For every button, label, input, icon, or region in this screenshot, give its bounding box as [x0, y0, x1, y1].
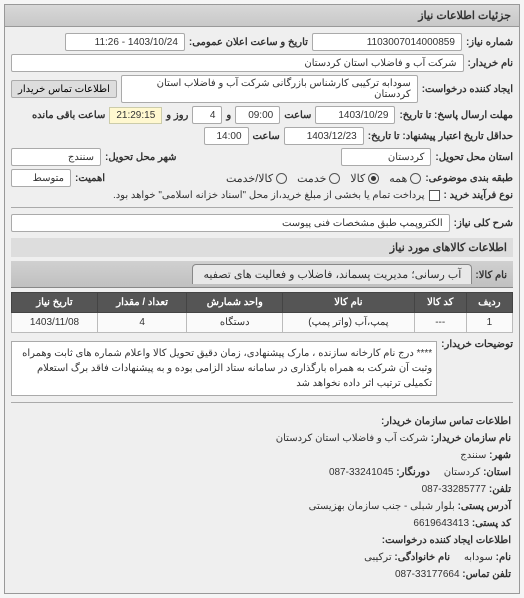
addr-label: آدرس پستی: — [458, 501, 511, 512]
validity-time: 14:00 — [204, 127, 249, 145]
td-qty: 4 — [97, 313, 186, 333]
cname: سودابه — [464, 552, 493, 563]
cname-label: نام: — [496, 552, 511, 563]
goods-tabbar: نام کالا: آب رسانی؛ مدیریت پسماند، فاضلا… — [11, 261, 513, 288]
city: سنندج — [11, 148, 101, 166]
creator-label: ایجاد کننده درخواست: — [422, 84, 513, 95]
opt-goods-label: کالا — [350, 172, 365, 185]
contact-legend: اطلاعات تماس سازمان خریدار: — [381, 416, 511, 427]
th-row: ردیف — [466, 293, 512, 313]
panel-title: جزئیات اطلاعات نیاز — [5, 5, 519, 27]
announce-date-label: تاریخ و ساعت اعلان عمومی: — [189, 37, 308, 48]
th-qty: تعداد / مقدار — [97, 293, 186, 313]
goods-tab[interactable]: آب رسانی؛ مدیریت پسماند، فاضلاب و فعالیت… — [192, 264, 472, 284]
buytype-note: پرداخت تمام یا بخشی از مبلغ خرید،از محل … — [113, 190, 425, 201]
post-label: کد پستی: — [472, 518, 511, 529]
td-code: --- — [414, 313, 466, 333]
saat-label-2: ساعت — [253, 131, 280, 142]
separator-1 — [11, 207, 513, 208]
opt-all[interactable]: همه — [389, 172, 421, 185]
importance: متوسط — [11, 169, 71, 187]
validity-date: 1403/12/23 — [284, 127, 364, 145]
cfamily-label: نام خانوادگی: — [394, 552, 450, 563]
addr: بلوار شبلی - جنب سازمان بهزیستی — [309, 501, 455, 512]
saat-label-1: ساعت — [284, 110, 311, 121]
table-row: 1 --- پمپ،آب (واتر پمپ) دستگاه 4 1403/11… — [12, 313, 513, 333]
province-label: استان محل تحویل: — [435, 152, 513, 163]
contact-city: سنندج — [460, 450, 486, 461]
desc-label: توضیحات خریدار: — [441, 339, 513, 350]
creator-name: سودابه ترکیبی کارشناس بازرگانی شرکت آب و… — [121, 75, 418, 103]
province: کردستان — [341, 148, 431, 166]
cfamily: ترکیبی — [364, 552, 391, 563]
resp-deadline-label: مهلت ارسال پاسخ: تا تاریخ: — [399, 110, 513, 121]
separator-2 — [11, 402, 513, 403]
goods-tab-label: نام کالا: — [475, 270, 507, 281]
contact-prov: کردستان — [444, 467, 481, 478]
resp-time: 09:00 — [235, 106, 280, 124]
org-label: نام سازمان خریدار: — [431, 433, 511, 444]
remain-days: 4 — [192, 106, 222, 124]
goods-table: ردیف کد کالا نام کالا واحد شمارش تعداد /… — [11, 292, 513, 333]
resp-date: 1403/10/29 — [315, 106, 395, 124]
buyer-name: شرکت آب و فاضلاب استان کردستان — [11, 54, 464, 72]
buyer-contact-button[interactable]: اطلاعات تماس خریدار — [11, 80, 117, 98]
tel: 33285777-087 — [422, 484, 487, 495]
th-code: کد کالا — [414, 293, 466, 313]
buyer-description: **** درج نام کارخانه سازنده ، مارک پیشنه… — [11, 341, 437, 396]
contact-city-label: شهر: — [489, 450, 511, 461]
validity-label: حداقل تاریخ اعتبار پیشنهاد: تا تاریخ: — [368, 131, 513, 142]
va-label: و — [226, 110, 231, 121]
need-title: الکتروپمپ طبق مشخصات فنی پیوست — [11, 214, 450, 232]
opt-service[interactable]: خدمت — [297, 172, 340, 185]
opt-goods[interactable]: کالا — [350, 172, 379, 185]
creator-legend: اطلاعات ایجاد کننده درخواست: — [382, 535, 511, 546]
request-no-label: شماره نیاز: — [466, 37, 513, 48]
contact-prov-label: استان: — [483, 467, 511, 478]
remain-timer: 21:29:15 — [109, 107, 162, 124]
panel-body: شماره نیاز: 1103007014000859 تاریخ و ساع… — [5, 27, 519, 593]
request-no: 1103007014000859 — [312, 33, 462, 51]
goods-legend: اطلاعات کالاهای مورد نیاز — [11, 238, 513, 257]
fax: 33241045-087 — [329, 467, 394, 478]
opt-service-label: خدمت — [297, 172, 326, 185]
grouping-radios: همه کالا خدمت کالا/خدمت — [226, 172, 421, 185]
fax-label: دورنگار: — [396, 467, 430, 478]
buytype-label: نوع فرآیند خرید : — [444, 190, 513, 201]
ctel-label: تلفن تماس: — [462, 569, 511, 580]
grouping-label: طبقه بندی موضوعی: — [425, 173, 513, 184]
buytype-checkbox[interactable] — [429, 190, 440, 201]
td-unit: دستگاه — [187, 313, 283, 333]
td-name: پمپ،آب (واتر پمپ) — [283, 313, 415, 333]
need-title-label: شرح کلی نیاز: — [454, 218, 513, 229]
rooz-label: روز و — [166, 110, 188, 121]
announce-date: 1403/10/24 - 11:26 — [65, 33, 185, 51]
buyer-label: نام خریدار: — [468, 58, 513, 69]
tel-label: تلفن: — [489, 484, 511, 495]
importance-label: اهمیت: — [75, 173, 105, 184]
table-header-row: ردیف کد کالا نام کالا واحد شمارش تعداد /… — [12, 293, 513, 313]
remain-suffix: ساعت باقی مانده — [32, 110, 105, 121]
contact-block: اطلاعات تماس سازمان خریدار: نام سازمان خ… — [11, 409, 513, 587]
opt-all-label: همه — [389, 172, 407, 185]
th-date: تاریخ نیاز — [12, 293, 98, 313]
opt-goods-service-label: کالا/خدمت — [226, 172, 273, 185]
th-unit: واحد شمارش — [187, 293, 283, 313]
main-panel: جزئیات اطلاعات نیاز شماره نیاز: 11030070… — [4, 4, 520, 594]
th-name: نام کالا — [283, 293, 415, 313]
org-name: شرکت آب و فاضلاب استان کردستان — [276, 433, 428, 444]
post: 6619643413 — [413, 518, 469, 529]
td-date: 1403/11/08 — [12, 313, 98, 333]
opt-goods-service[interactable]: کالا/خدمت — [226, 172, 287, 185]
city-label: شهر محل تحویل: — [105, 152, 177, 163]
ctel: 33177664-087 — [395, 569, 460, 580]
td-row: 1 — [466, 313, 512, 333]
